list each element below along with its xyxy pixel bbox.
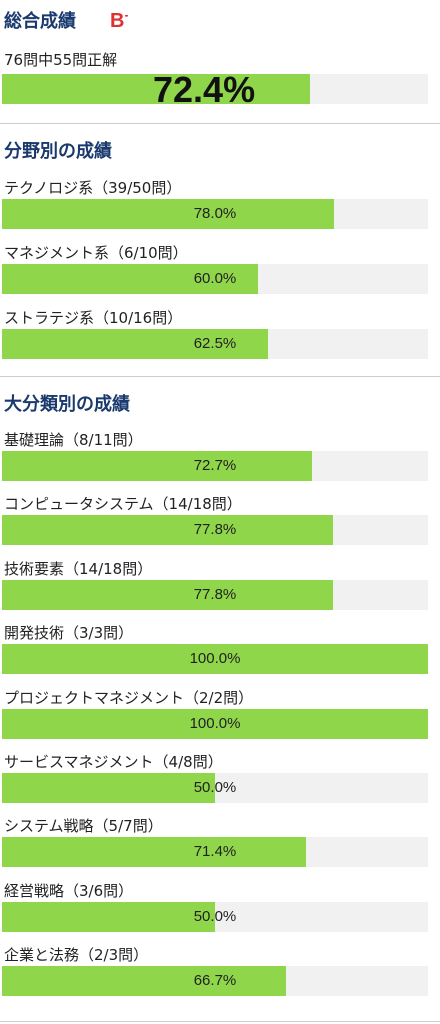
score-item-label: 企業と法務（2/3問）	[4, 946, 149, 965]
score-item-label: 技術要素（14/18問）	[4, 559, 153, 578]
score-progress-fill	[2, 837, 307, 868]
score-progress-fill	[2, 773, 215, 803]
score-item-label: 開発技術（3/3問）	[4, 624, 134, 643]
overall-progress-bar	[2, 74, 428, 104]
score-percent: 62.5%	[193, 335, 237, 352]
score-progress-bar: 77.8%	[2, 515, 428, 546]
score-progress-fill	[2, 708, 428, 739]
fields-section-title: 分野別の成績	[4, 141, 112, 162]
score-percent: 71.4%	[193, 843, 237, 861]
score-progress-fill	[2, 199, 335, 229]
score-progress-fill	[2, 515, 334, 546]
score-progress-bar: 77.8%	[2, 579, 428, 610]
overall-percent: 72.4%	[153, 69, 256, 110]
score-percent: 60.0%	[193, 270, 237, 287]
score-progress-fill	[2, 579, 334, 610]
score-progress-bar: 71.4%	[2, 837, 428, 868]
overall-summary: 76問中55問正解	[4, 51, 118, 69]
score-item-label: システム戦略（5/7問）	[4, 817, 163, 836]
score-progress-bar: 50.0%	[2, 901, 428, 932]
score-percent: 77.8%	[193, 521, 237, 539]
score-percent: 72.7%	[193, 457, 237, 474]
score-item-label: プロジェクトマネジメント（2/2問）	[4, 688, 254, 707]
score-item-label: コンピュータシステム（14/18問）	[4, 495, 242, 514]
score-item-label: 経営戦略（3/6問）	[4, 881, 134, 900]
score-percent: 100.0%	[189, 650, 241, 668]
divider	[0, 123, 440, 124]
score-progress-bar: 72.7%	[2, 451, 428, 481]
score-percent: 100.0%	[189, 714, 241, 732]
score-progress-bar: 66.7%	[2, 966, 428, 997]
score-item-label: サービスマネジメント（4/8問）	[4, 753, 223, 771]
categories-section-title: 大分類別の成績	[4, 394, 130, 415]
score-percent: 66.7%	[193, 972, 237, 990]
grade-suffix: -	[124, 8, 129, 22]
score-percent: 78.0%	[193, 205, 237, 222]
score-progress-fill	[2, 901, 215, 932]
score-progress-bar: 62.5%	[2, 329, 428, 359]
score-item-label: マネジメント系（6/10問）	[4, 244, 188, 262]
score-percent: 50.0%	[193, 907, 237, 925]
score-progress-fill	[2, 451, 312, 481]
score-percent: 77.8%	[193, 585, 237, 603]
score-progress-fill	[2, 264, 258, 294]
divider	[0, 376, 440, 377]
score-percent: 50.0%	[193, 779, 237, 796]
score-progress-bar: 100.0%	[2, 708, 428, 739]
score-progress-bar: 78.0%	[2, 199, 428, 229]
score-progress-fill	[2, 329, 269, 359]
grade-badge: B-	[110, 8, 128, 33]
score-progress-fill	[2, 644, 428, 675]
score-progress-fill	[2, 966, 287, 997]
divider	[0, 1021, 440, 1022]
score-item-label: ストラテジ系（10/16問）	[4, 309, 183, 327]
score-item-label: 基礎理論（8/11問）	[4, 431, 143, 449]
score-progress-bar: 50.0%	[2, 773, 428, 803]
score-progress-bar: 60.0%	[2, 264, 428, 294]
score-item-label: テクノロジ系（39/50問）	[4, 179, 182, 197]
score-progress-bar: 100.0%	[2, 644, 428, 675]
overall-title: 総合成績	[4, 11, 76, 32]
grade-letter: B	[110, 10, 125, 32]
overall-progress-fill	[2, 74, 311, 104]
